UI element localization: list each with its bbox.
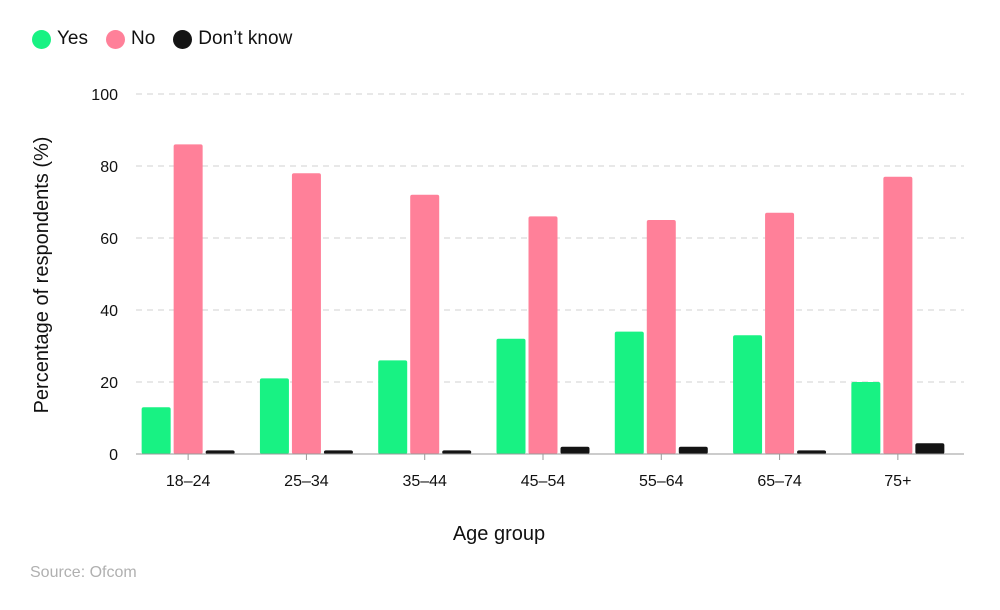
x-tick-label: 18–24: [166, 473, 211, 490]
chart-legend: Yes No Don’t know: [32, 28, 292, 50]
bar-no-2: [410, 194, 440, 455]
y-axis-title: Percentage of respondents (%): [31, 137, 53, 414]
legend-swatch-dont-know: [173, 29, 193, 49]
bar-dont-know-3: [560, 446, 590, 454]
legend-item-dont-know: Don’t know: [173, 28, 292, 50]
bar-no-1: [291, 173, 321, 454]
axes: 0 20 40 60 80 100 18–24 25–34 35–44 45–54 55–64 65–…: [91, 87, 964, 490]
y-tick-label: 100: [91, 87, 118, 104]
bar-dont-know-0: [205, 450, 235, 454]
bar-no-5: [765, 212, 795, 454]
bar-yes-5: [733, 335, 763, 454]
y-tick-label: 20: [100, 375, 118, 392]
legend-swatch-no: [106, 29, 125, 49]
source-note: Source: Ofcom: [30, 564, 137, 581]
x-tick-label: 45–54: [521, 473, 566, 490]
bar-yes-6: [851, 382, 881, 454]
x-tick-label: 55–64: [639, 473, 684, 490]
bar-no-6: [883, 176, 913, 455]
x-axis-title: Age group: [453, 523, 545, 545]
bar-dont-know-6: [915, 443, 945, 454]
bar-no-3: [528, 216, 558, 454]
legend-label-no: No: [131, 28, 156, 49]
y-tick-label: 0: [109, 447, 118, 464]
bar-yes-4: [614, 331, 644, 454]
bar-yes-1: [259, 378, 289, 454]
legend-item-yes: Yes: [32, 28, 88, 50]
bar-dont-know-5: [797, 450, 827, 454]
legend-item-no: No: [106, 28, 155, 50]
x-tick-label: 25–34: [284, 473, 329, 490]
bars: [141, 144, 945, 455]
legend-swatch-yes: [32, 29, 51, 49]
bar-dont-know-4: [678, 446, 708, 454]
y-tick-label: 80: [100, 159, 118, 176]
bar-dont-know-2: [442, 450, 472, 454]
bar-yes-3: [496, 338, 526, 454]
y-tick-label: 60: [100, 231, 118, 248]
x-tick-label: 35–44: [402, 473, 447, 490]
bar-no-0: [173, 144, 203, 454]
legend-label-yes: Yes: [57, 28, 88, 49]
x-tick-label: 75+: [884, 473, 911, 490]
legend-label-dont-know: Don’t know: [198, 28, 293, 49]
x-tick-label: 65–74: [757, 473, 802, 490]
bar-no-4: [646, 220, 676, 454]
bar-dont-know-1: [323, 450, 353, 454]
y-tick-label: 40: [100, 303, 118, 320]
bar-yes-0: [141, 407, 171, 454]
bar-yes-2: [378, 360, 408, 454]
